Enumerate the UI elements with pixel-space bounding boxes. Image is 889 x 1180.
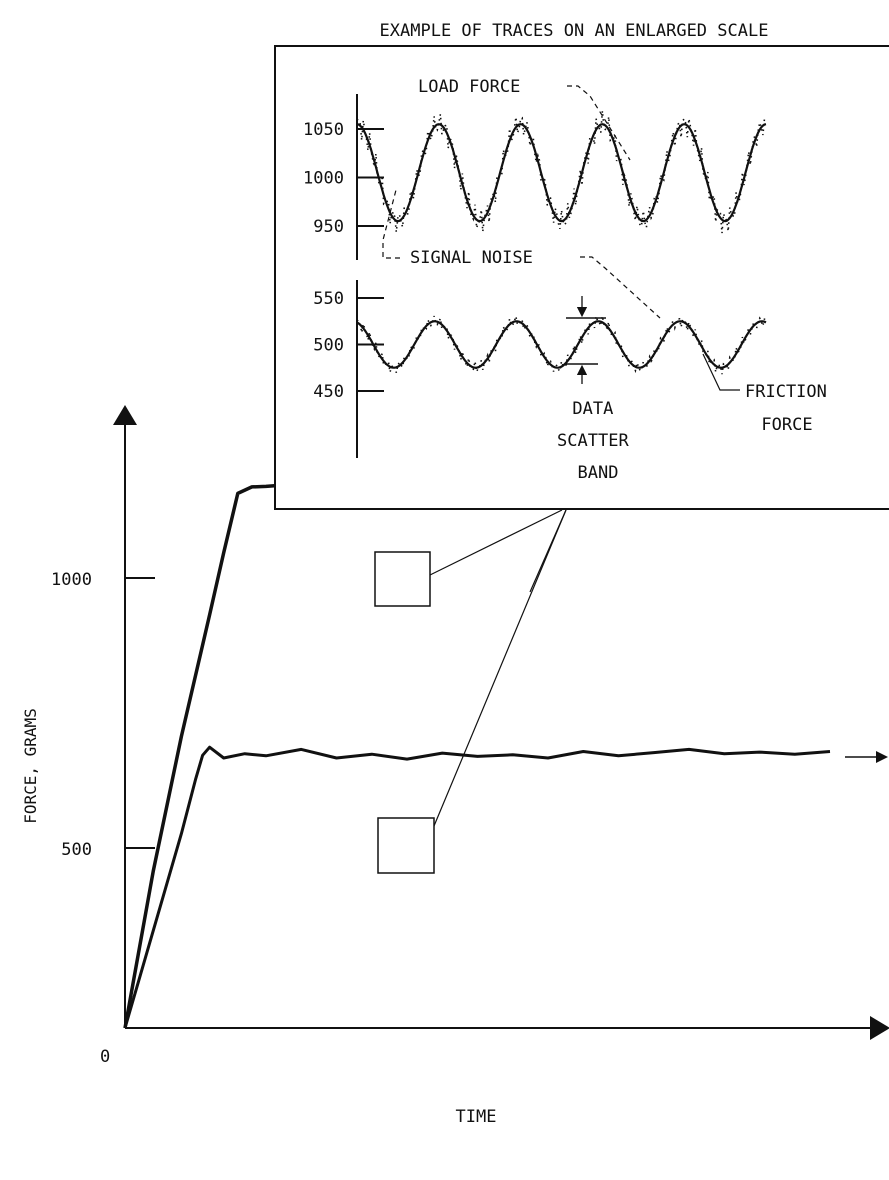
y-tick-label-1000: 1000 — [51, 570, 92, 590]
inset-tick-label-1000: 1000 — [303, 169, 344, 189]
label-signal-noise: SIGNAL NOISE — [410, 248, 533, 268]
leader-friction-force — [702, 353, 740, 391]
inset-panel: EXAMPLE OF TRACES ON AN ENLARGED SCALE 1… — [274, 21, 889, 510]
friction-force-trace — [123, 745, 831, 1029]
label-friction-force: FRICTION — [745, 382, 827, 402]
zoom-box-load — [374, 551, 431, 607]
load-force-wave — [356, 123, 767, 223]
inset-tick-label-500: 500 — [313, 336, 344, 356]
zoom-connector-load — [429, 509, 563, 576]
label-friction-force-suffix: FORCE — [761, 415, 812, 435]
zoom-box-friction — [377, 817, 435, 874]
inset-tick-label-450: 450 — [313, 382, 344, 402]
zoom-connector-friction — [433, 509, 567, 827]
y-tick-label-500: 500 — [61, 840, 92, 860]
main-plot: 1000 500 0 TIME FORCE, GRAMS — [21, 405, 889, 1127]
inset-tick-label-550: 550 — [313, 289, 344, 309]
inset-tick-label-1050: 1050 — [303, 120, 344, 140]
y-axis-title: FORCE, GRAMS — [21, 708, 40, 824]
x-axis-title: TIME — [456, 1107, 497, 1127]
inset-tick-label-950: 950 — [313, 217, 344, 237]
origin-label: 0 — [100, 1047, 110, 1067]
label-load-force: LOAD FORCE — [418, 77, 520, 97]
leader-load-force — [567, 85, 631, 161]
inset-frame — [274, 45, 889, 510]
leader-signal-noise-right — [580, 256, 661, 319]
label-data-scatter-band: DATA SCATTER BAND — [557, 399, 639, 483]
inset-title: EXAMPLE OF TRACES ON AN ENLARGED SCALE — [380, 21, 769, 41]
inset-ticks: 1050 1000 950 550 500 450 — [303, 120, 384, 402]
friction-force-wave — [356, 320, 767, 369]
